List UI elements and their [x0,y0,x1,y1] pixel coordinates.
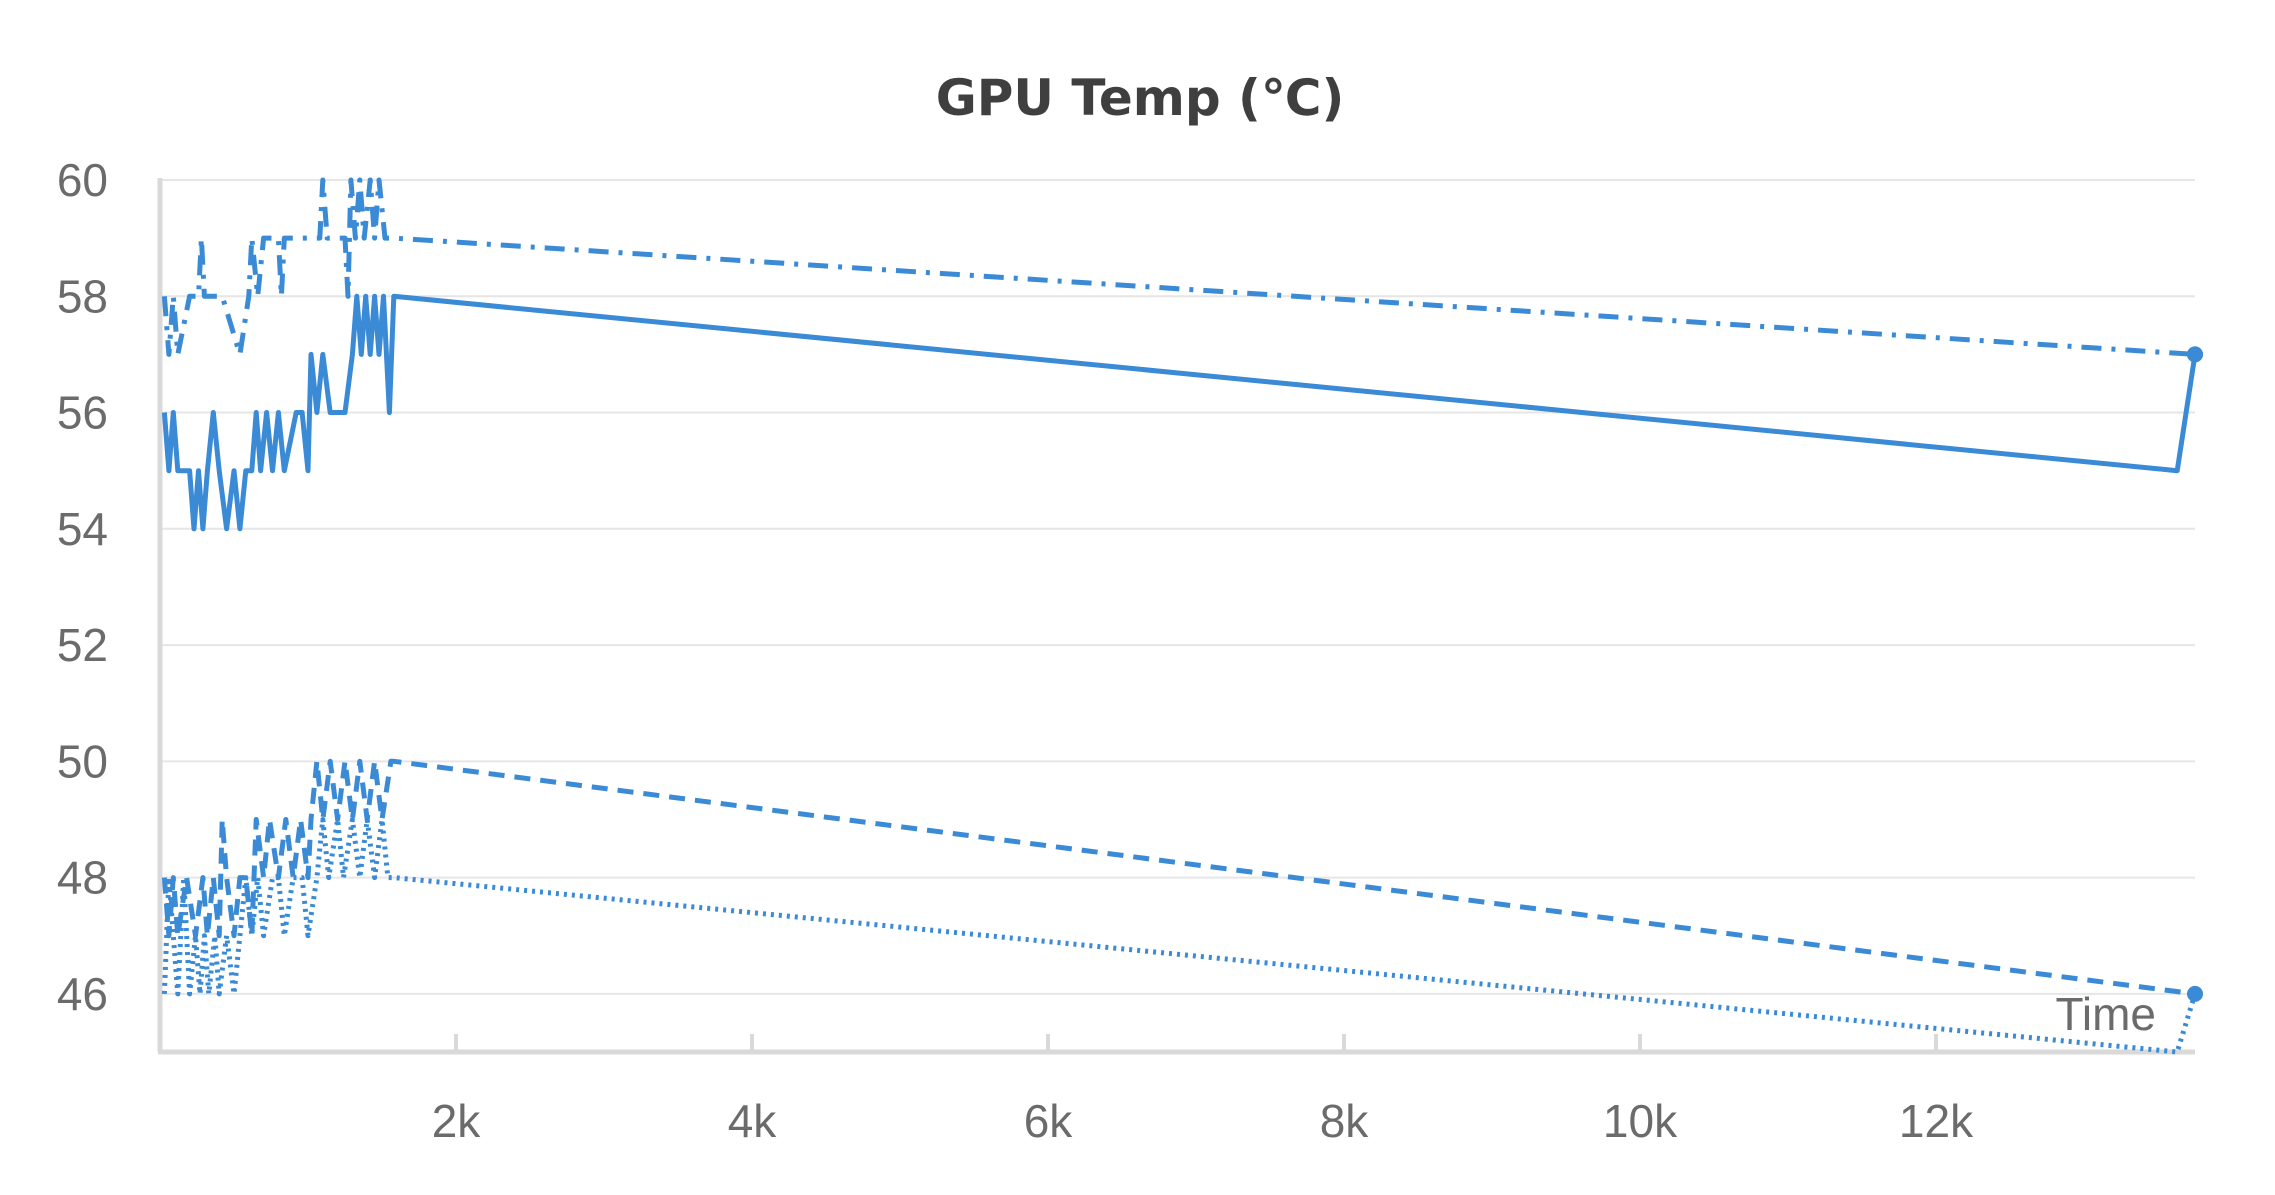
series-line-3-dashed [161,758,2196,997]
y-tick-label-52: 52 [57,619,108,671]
series-line-2-dash-dot [161,177,2196,357]
y-tick-label-58: 58 [57,270,108,322]
axis-layer: 46 48 50 52 54 56 58 60 2k 4k 6k 8k 10k 12k [57,154,2195,1147]
grid-layer [160,179,2195,995]
y-tick-label-50: 50 [57,735,108,787]
x-tick-label-6000: 6k [1024,1095,1074,1147]
x-tick-label-12000: 12k [1899,1095,1974,1147]
series-end-point-3 [2187,985,2203,1002]
y-tick-label-46: 46 [57,968,108,1020]
x-tick-label-4000: 4k [728,1095,778,1147]
series-line-1-solid [161,293,2198,532]
y-tick-label-48: 48 [57,852,108,904]
x-tick-label-2000: 2k [432,1095,482,1147]
series-layer [161,177,2203,1055]
x-tick-label-10000: 10k [1603,1095,1678,1147]
series-end-point-2 [2187,346,2203,363]
y-tick-label-54: 54 [57,503,108,555]
x-axis-title: Time [2055,988,2156,1040]
series-line-4-dotted [161,817,2198,1055]
x-tick-label-8000: 8k [1320,1095,1370,1147]
y-tick-label-56: 56 [57,387,108,439]
chart-title: GPU Temp (℃) [936,69,1345,127]
y-tick-label-60: 60 [57,154,108,206]
